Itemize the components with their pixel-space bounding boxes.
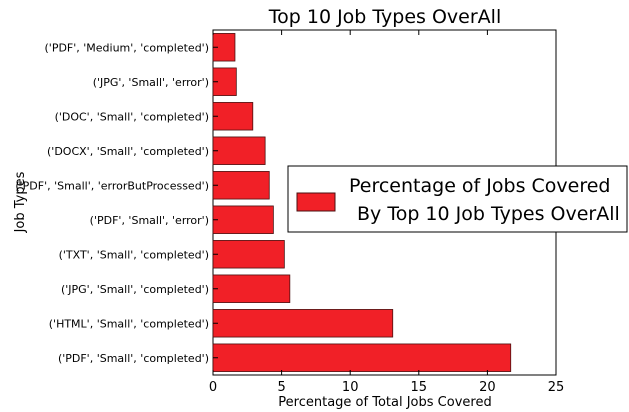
x-axis-label: Percentage of Total Jobs Covered (278, 395, 491, 410)
x-tick-label-4: 20 (479, 380, 496, 395)
category-label-2: ('DOC', 'Small', 'completed') (55, 110, 209, 123)
bar-6 (212, 240, 285, 269)
category-label-0: ('PDF', 'Medium', 'completed') (45, 41, 210, 54)
category-label-1: ('JPG', 'Small', 'error') (93, 76, 209, 89)
legend-label-line-2: By Top 10 Job Types OverAll (357, 203, 620, 225)
bar-8 (212, 309, 394, 338)
legend-swatch (296, 192, 336, 212)
category-label-3: ('DOCX', 'Small', 'completed') (47, 145, 209, 158)
x-ticks: 0 5 10 15 20 25 (209, 30, 564, 395)
category-label-7: ('JPG', 'Small', 'completed') (61, 283, 209, 296)
x-tick-label-2: 10 (342, 380, 359, 395)
y-axis-label: Job Types (13, 171, 28, 233)
x-tick-label-5: 25 (548, 380, 565, 395)
category-labels: ('PDF', 'Medium', 'completed') ('JPG', 'S… (15, 41, 209, 365)
legend-label-line-1: Percentage of Jobs Covered (349, 175, 610, 197)
x-tick-label-1: 5 (277, 380, 285, 395)
bar-3 (212, 136, 266, 165)
category-label-8: ('HTML', 'Small', 'completed') (49, 317, 209, 330)
category-label-9: ('PDF', 'Small', 'completed') (58, 352, 209, 365)
bar-5 (212, 205, 274, 234)
bar-4 (212, 171, 270, 200)
category-label-5: ('PDF', 'Small', 'error') (90, 214, 209, 227)
x-tick-label-0: 0 (209, 380, 217, 395)
legend: Percentage of Jobs Covered By Top 10 Job… (287, 165, 628, 233)
legend-box (287, 165, 628, 233)
category-label-6: ('TXT', 'Small', 'completed') (59, 248, 209, 261)
bar-2 (212, 102, 254, 131)
bar-7 (212, 274, 291, 303)
category-label-4: ('PDF', 'Small', 'errorButProcessed') (15, 179, 209, 192)
bar-9 (212, 343, 512, 372)
bars-group (212, 33, 512, 372)
x-tick-label-3: 15 (411, 380, 428, 395)
chart-title: Top 10 Job Types OverAll (268, 6, 501, 28)
